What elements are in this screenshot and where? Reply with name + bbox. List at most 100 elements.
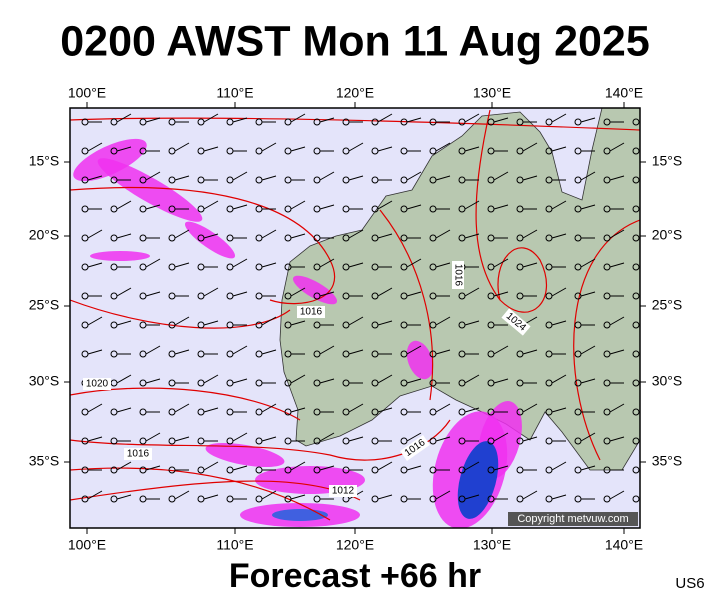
wind-barb (319, 432, 335, 442)
wind-barb (377, 113, 393, 123)
wind-barb (261, 490, 277, 500)
wind-barb (464, 287, 480, 297)
wind-barb (493, 258, 509, 268)
wind-barb (116, 200, 132, 210)
lon-label-top: 100°E (68, 85, 106, 101)
wind-barb (319, 171, 335, 181)
wind-barb (493, 171, 509, 181)
wind-barb (493, 291, 509, 297)
wind-barb (87, 490, 103, 500)
wind-barb (377, 320, 393, 326)
isobar-label-group: 1016 (452, 261, 464, 289)
lat-label-left: 35°S (29, 453, 60, 469)
wind-barb (638, 498, 640, 500)
wind-barb (406, 291, 422, 297)
wind-barb (580, 117, 596, 123)
wind-barb (435, 262, 451, 268)
wind-barb (261, 229, 277, 239)
wind-barb (377, 407, 393, 413)
wind-barb (609, 229, 625, 239)
wind-barb (174, 175, 190, 181)
wind-barb (87, 142, 103, 152)
wind-barb (87, 262, 103, 268)
isobar-label-box (452, 261, 464, 289)
wind-barb (348, 316, 364, 326)
isobar-label: 1016 (127, 449, 150, 460)
wind-barb (203, 113, 219, 123)
wind-barb (87, 349, 103, 355)
wind-barb (609, 142, 625, 152)
wind-barb (116, 374, 132, 384)
isobar (379, 209, 434, 401)
wind-barb (609, 349, 625, 355)
wind-barb (116, 494, 132, 500)
wind-barb (348, 229, 364, 239)
wind-barb (232, 291, 248, 297)
wind-barb (377, 374, 393, 384)
wind-barb (145, 258, 161, 268)
wind-barb (522, 262, 538, 268)
wind-barb (377, 146, 393, 152)
isobar-label: 1016 (300, 307, 323, 318)
lat-label-right: 25°S (652, 297, 683, 313)
wind-barb (406, 204, 422, 210)
wind-barb (406, 465, 422, 471)
wind-barb (638, 150, 640, 152)
wind-barb (435, 229, 451, 239)
wind-barb (203, 320, 219, 326)
isobar-label: 1020 (86, 379, 109, 390)
wind-barb (493, 465, 509, 471)
rain-area (205, 442, 285, 468)
wind-barb (377, 287, 393, 297)
isobar-label-group: 1016 (297, 306, 325, 318)
isobar-label-group: 1016 (124, 448, 152, 460)
wind-barb (638, 120, 640, 123)
lon-label-bottom: 120°E (336, 537, 374, 553)
wind-barb (261, 262, 277, 268)
wind-barb (464, 146, 480, 152)
wind-barb (174, 490, 190, 500)
wind-barb (232, 465, 248, 471)
wind-barb (232, 345, 248, 355)
wind-barb (551, 407, 567, 413)
isobar-label-box (124, 448, 152, 460)
wind-barb (261, 142, 277, 152)
wind-barb (145, 204, 161, 210)
wind-barb (435, 403, 451, 413)
wind-barb (580, 291, 596, 297)
lat-label-left: 15°S (29, 153, 60, 169)
wind-barb (580, 204, 596, 210)
wind-barb (319, 258, 335, 268)
wind-barb (522, 403, 538, 413)
wind-barb (464, 374, 480, 384)
wind-barb (580, 378, 596, 384)
wind-barb (348, 349, 364, 355)
wind-barb (551, 494, 567, 500)
wind-barb (174, 229, 190, 239)
wind-barb (319, 117, 335, 123)
lat-label-left: 25°S (29, 297, 60, 313)
wind-barb (174, 403, 190, 413)
wind-barb (522, 142, 538, 152)
copyright-box (508, 512, 638, 526)
wind-barb (348, 436, 364, 442)
wind-barb (261, 316, 277, 326)
wind-barb (203, 146, 219, 152)
rain-area (90, 251, 150, 261)
wind-barb (232, 171, 248, 181)
wind-barb (145, 291, 161, 297)
wind-barb (493, 117, 509, 123)
wind-barb (406, 258, 422, 268)
wind-barb (174, 316, 190, 326)
wind-barb (232, 117, 248, 123)
wind-barb (203, 407, 219, 413)
isobar-label-group: 1020 (83, 378, 111, 390)
wind-barb (551, 320, 567, 326)
lon-label-bottom: 130°E (473, 537, 511, 553)
lon-label-top: 120°E (336, 85, 374, 101)
wind-barb (551, 113, 567, 123)
rain-area (97, 158, 203, 222)
wind-barb (464, 113, 480, 123)
wind-barb (290, 461, 306, 471)
wind-barb (290, 113, 306, 123)
